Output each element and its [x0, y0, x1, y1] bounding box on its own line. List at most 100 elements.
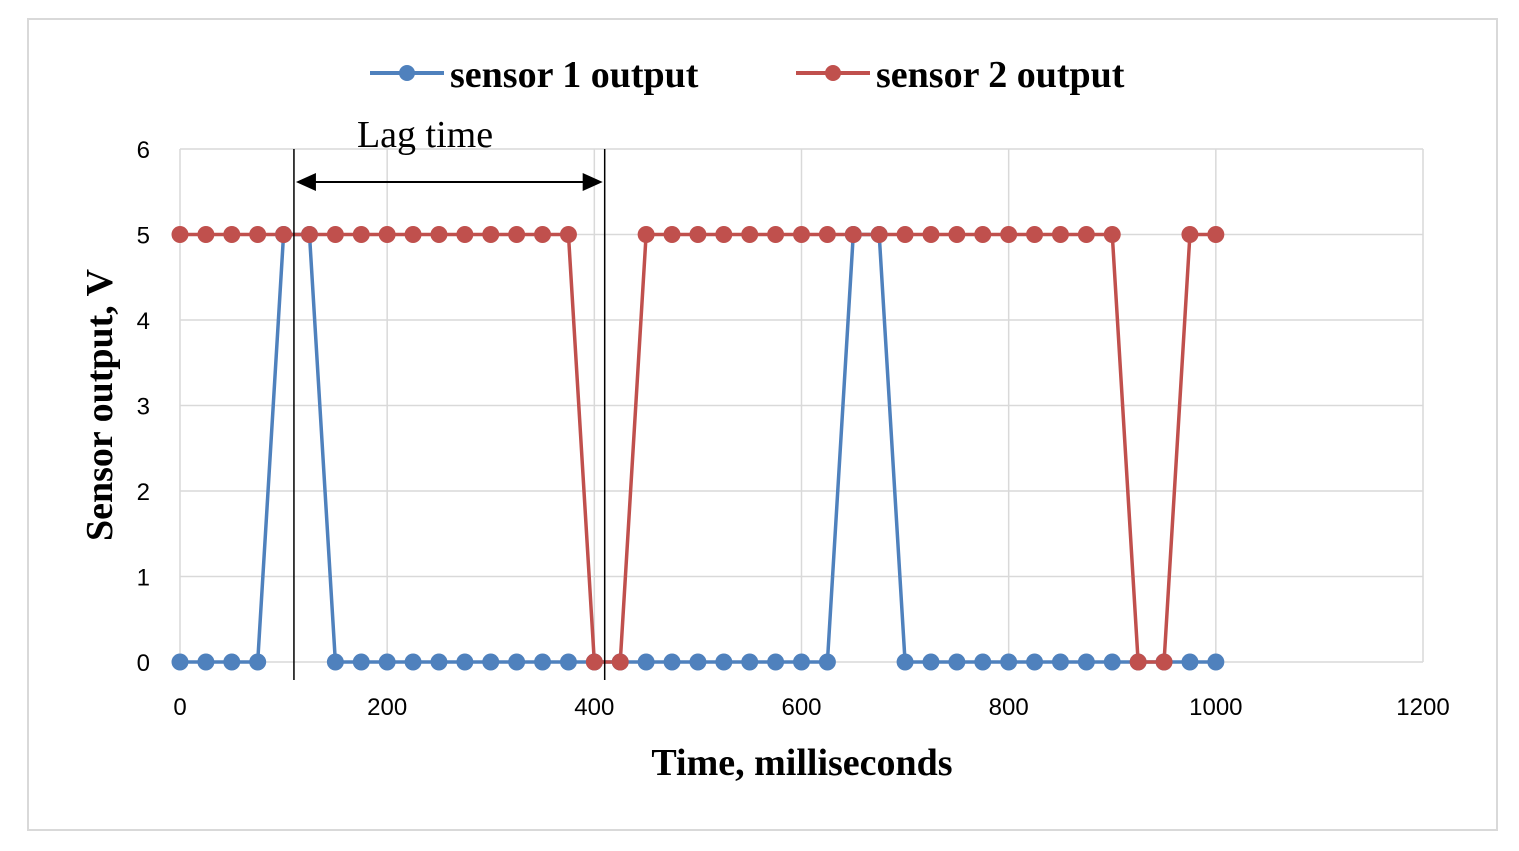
data-point-sensor-1 — [715, 653, 733, 671]
data-point-sensor-2 — [456, 226, 474, 243]
data-point-sensor-2 — [844, 226, 862, 243]
data-point-sensor-1 — [508, 653, 526, 671]
data-point-sensor-2 — [1103, 226, 1121, 243]
data-point-sensor-2 — [818, 226, 836, 243]
data-point-sensor-1 — [663, 653, 681, 671]
y-axis-ticks: 0 1 2 3 4 5 6 — [137, 137, 150, 677]
lag-arrow-head-right — [582, 173, 603, 191]
y-tick-label: 6 — [137, 137, 150, 164]
data-point-sensor-1 — [223, 653, 241, 671]
data-point-sensor-2 — [793, 226, 810, 243]
data-point-sensor-1 — [1000, 653, 1018, 671]
x-tick-label: 200 — [367, 694, 407, 721]
y-tick-label: 5 — [137, 223, 150, 250]
grid — [179, 148, 1424, 663]
data-point-sensor-1 — [326, 653, 344, 671]
data-point-sensor-1 — [1051, 653, 1069, 671]
data-point-sensor-2 — [197, 226, 215, 243]
data-point-sensor-2 — [378, 226, 396, 243]
data-point-sensor-2 — [585, 653, 603, 671]
data-point-sensor-2 — [430, 226, 448, 243]
data-point-sensor-2 — [1026, 226, 1044, 243]
x-axis-title: Time, milliseconds — [651, 742, 952, 784]
data-point-sensor-2 — [171, 226, 189, 243]
data-point-sensor-1 — [974, 653, 992, 671]
x-tick-label: 0 — [173, 694, 186, 721]
y-tick-label: 3 — [137, 394, 150, 421]
data-point-sensor-2 — [896, 226, 914, 243]
data-point-sensor-2 — [1181, 226, 1199, 243]
data-point-sensor-1 — [559, 653, 577, 671]
x-tick-label: 1000 — [1189, 694, 1242, 721]
data-point-sensor-2 — [275, 226, 293, 243]
data-point-sensor-1 — [896, 653, 914, 671]
data-point-sensor-1 — [948, 653, 966, 671]
legend-swatch-marker-sensor-2 — [825, 65, 841, 81]
data-point-sensor-2 — [948, 226, 966, 243]
series-line-sensor-2 — [180, 232, 1216, 664]
y-tick-label: 1 — [137, 565, 150, 592]
data-point-sensor-2 — [508, 226, 526, 243]
data-point-sensor-1 — [404, 653, 422, 671]
data-point-sensor-2 — [1207, 226, 1225, 243]
legend-label-sensor-1: sensor 1 output — [450, 54, 699, 96]
data-point-sensor-2 — [249, 226, 267, 243]
legend-item-sensor-2: sensor 2 output — [796, 54, 1125, 96]
data-point-sensor-2 — [223, 226, 241, 243]
y-tick-label: 0 — [137, 650, 150, 677]
data-point-sensor-1 — [818, 653, 836, 671]
data-point-sensor-2 — [482, 226, 500, 243]
data-point-sensor-1 — [197, 653, 215, 671]
data-point-sensor-2 — [1129, 653, 1147, 671]
data-point-sensor-2 — [689, 226, 707, 243]
legend: sensor 1 output sensor 2 output — [370, 54, 1125, 96]
lag-time-annotation: Lag time — [293, 114, 606, 680]
lag-time-label: Lag time — [357, 114, 493, 156]
data-point-sensor-1 — [482, 653, 500, 671]
data-point-sensor-1 — [922, 653, 940, 671]
data-point-sensor-1 — [637, 653, 655, 671]
data-point-sensor-2 — [637, 226, 655, 243]
x-tick-label: 800 — [989, 694, 1029, 721]
data-point-sensor-1 — [1077, 653, 1095, 671]
data-point-sensor-2 — [326, 226, 344, 243]
data-point-sensor-1 — [171, 653, 189, 671]
data-point-sensor-2 — [1155, 653, 1173, 671]
data-point-sensor-1 — [352, 653, 370, 671]
data-point-sensor-1 — [1207, 653, 1225, 671]
y-tick-label: 2 — [137, 479, 150, 506]
x-axis-ticks: 0 200 400 600 800 1000 1200 — [173, 694, 1449, 721]
data-point-sensor-2 — [715, 226, 733, 243]
data-point-sensor-2 — [922, 226, 940, 243]
data-point-sensor-2 — [1077, 226, 1095, 243]
data-point-sensor-2 — [974, 226, 992, 243]
data-point-sensor-2 — [611, 653, 629, 671]
data-point-sensor-1 — [378, 653, 396, 671]
data-point-sensor-1 — [689, 653, 707, 671]
data-point-sensor-1 — [741, 653, 759, 671]
data-point-sensor-1 — [1181, 653, 1199, 671]
legend-item-sensor-1: sensor 1 output — [370, 54, 699, 96]
data-point-sensor-2 — [1051, 226, 1069, 243]
data-point-sensor-2 — [300, 226, 318, 243]
y-axis-title: Sensor output, V — [79, 268, 121, 541]
data-point-sensor-1 — [430, 653, 448, 671]
data-point-sensor-2 — [559, 226, 577, 243]
legend-label-sensor-2: sensor 2 output — [876, 54, 1125, 96]
data-point-sensor-2 — [767, 226, 785, 243]
legend-swatch-marker-sensor-1 — [399, 65, 415, 81]
data-point-sensor-2 — [534, 226, 552, 243]
data-point-sensor-2 — [404, 226, 422, 243]
data-point-sensor-2 — [352, 226, 370, 243]
series-group — [171, 226, 1225, 671]
x-tick-label: 400 — [574, 694, 614, 721]
x-tick-label: 1200 — [1396, 694, 1449, 721]
data-point-sensor-1 — [767, 653, 785, 671]
data-point-sensor-2 — [741, 226, 759, 243]
series-line-sensor-1 — [180, 232, 1216, 664]
data-point-sensor-1 — [249, 653, 267, 671]
data-point-sensor-1 — [456, 653, 474, 671]
data-point-sensor-1 — [793, 653, 810, 671]
data-point-sensor-2 — [1000, 226, 1018, 243]
